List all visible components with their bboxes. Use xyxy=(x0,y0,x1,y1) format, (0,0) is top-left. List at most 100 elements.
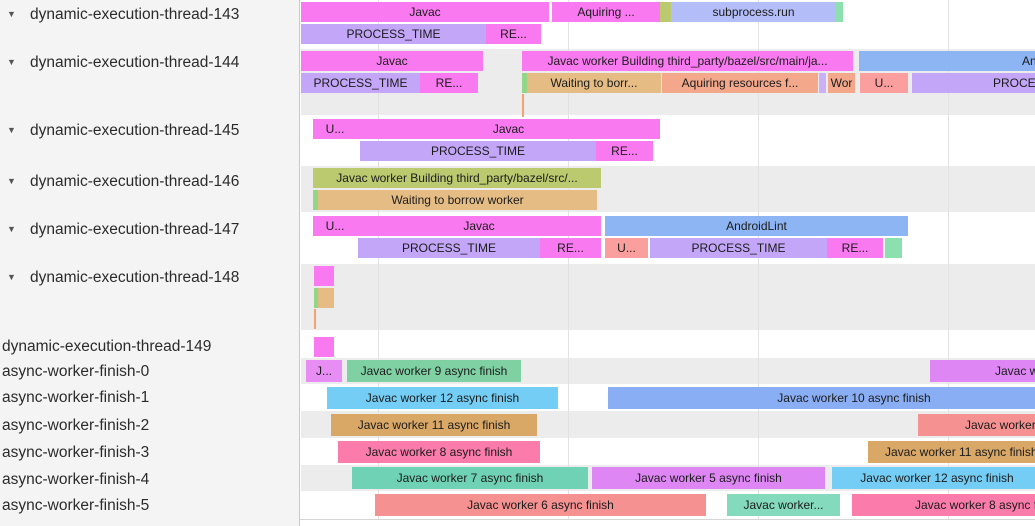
track-name-dynamic-execution-thread-145[interactable]: dynamic-execution-thread-145 xyxy=(30,122,240,139)
track-name-dynamic-execution-thread-143[interactable]: dynamic-execution-thread-143 xyxy=(30,6,240,23)
trace-slice-javac-worker-11-async-finish[interactable]: Javac worker 11 async finish xyxy=(868,441,1035,463)
trace-slice-process-time[interactable]: PROCESS_TIME xyxy=(650,238,827,258)
trace-slice[interactable] xyxy=(836,2,843,22)
trace-slice-subprocess-run[interactable]: subprocess.run xyxy=(671,2,836,22)
slice-label: Javac worker... xyxy=(995,364,1035,378)
trace-slice-javac-worker-8-async-finish[interactable]: Javac worker 8 async finish xyxy=(852,494,1035,516)
slice-label: U... xyxy=(325,219,345,233)
collapse-triangle-icon[interactable]: ▼ xyxy=(7,9,16,19)
trace-slice-javac[interactable]: Javac xyxy=(301,51,483,71)
slice-label: Javac worker 8 async finish xyxy=(915,498,1035,512)
trace-slice-javac-worker-11-async-finish[interactable]: Javac worker 11 async finish xyxy=(331,414,537,436)
trace-slice-androidlint[interactable]: AndroidLint xyxy=(605,216,908,236)
trace-slice-process-time[interactable]: PROCESS_TIME xyxy=(301,24,486,44)
slice-label: Javac worker 10 async finish xyxy=(777,391,931,405)
track-name-async-worker-finish-1[interactable]: async-worker-finish-1 xyxy=(2,389,150,406)
trace-slice[interactable] xyxy=(522,73,527,93)
trace-slice-javac-worker-12-async-finish[interactable]: Javac worker 12 async finish xyxy=(327,387,558,409)
trace-slice-j-[interactable]: J... xyxy=(306,360,342,382)
trace-slice-re-[interactable]: RE... xyxy=(420,73,478,93)
slice-label: Javac worker 11 async finish xyxy=(357,418,511,432)
slice-label: Aquiring resources f... xyxy=(681,76,799,90)
trace-slice-waiting-to-borrow-worker[interactable]: Waiting to borrow worker xyxy=(318,190,597,210)
trace-slice-javac-worker-7-async-finish[interactable]: Javac worker 7 async finish xyxy=(352,467,588,489)
instant-event-marker[interactable] xyxy=(522,94,524,117)
slice-label: subprocess.run xyxy=(712,5,795,19)
trace-slice[interactable] xyxy=(314,266,334,286)
time-gridline xyxy=(758,0,759,519)
collapse-triangle-icon[interactable]: ▼ xyxy=(7,176,16,186)
trace-slice-javac-worker-building-third-party-bazel-src-main-ja-[interactable]: Javac worker Building third_party/bazel/… xyxy=(522,51,853,71)
slice-label: Javac worker 11 async finish xyxy=(885,445,1035,459)
trace-slice[interactable] xyxy=(314,288,318,308)
track-name-async-worker-finish-4[interactable]: async-worker-finish-4 xyxy=(2,471,150,488)
trace-slice[interactable] xyxy=(885,238,902,258)
trace-slice[interactable] xyxy=(313,190,318,210)
slice-label: Javac worker 9 async finish xyxy=(360,364,508,378)
time-gridline xyxy=(378,0,379,519)
trace-slice-process-time[interactable]: PROCESS_TIME xyxy=(360,141,596,161)
trace-slice-process-time[interactable]: PROCESS_TIME xyxy=(301,73,420,93)
trace-slice-u-[interactable]: U... xyxy=(605,238,648,258)
instant-event-marker[interactable] xyxy=(314,309,316,329)
slice-label: Javac worker 12 async finish xyxy=(860,471,1014,485)
trace-slice-re-[interactable]: RE... xyxy=(486,24,541,44)
trace-slice-androidlint[interactable]: AndroidLint xyxy=(859,51,1035,71)
trace-slice-javac-worker-9-async-finish[interactable]: Javac worker 9 async finish xyxy=(347,360,521,382)
time-gridline xyxy=(948,0,949,519)
trace-slice-wor[interactable]: Wor xyxy=(828,73,855,93)
trace-slice-javac[interactable]: Javac xyxy=(301,2,549,22)
trace-slice-re-[interactable]: RE... xyxy=(827,238,883,258)
slice-label: Javac worker Building third_party/bazel/… xyxy=(547,54,828,68)
trace-slice[interactable] xyxy=(314,337,334,357)
trace-slice-javac-worker-10-async-finish[interactable]: Javac worker 10 async finish xyxy=(608,387,1035,409)
track-name-dynamic-execution-thread-148[interactable]: dynamic-execution-thread-148 xyxy=(30,269,240,286)
slice-label: RE... xyxy=(500,27,527,41)
trace-slice-u-[interactable]: U... xyxy=(313,119,357,139)
slice-label: Javac worker 8 async finish xyxy=(365,445,513,459)
track-name-dynamic-execution-thread-147[interactable]: dynamic-execution-thread-147 xyxy=(30,221,240,238)
trace-slice-re-[interactable]: RE... xyxy=(540,238,601,258)
slice-label: PROCESS_TIME xyxy=(993,76,1035,90)
track-name-async-worker-finish-0[interactable]: async-worker-finish-0 xyxy=(2,363,150,380)
trace-slice-javac[interactable]: Javac xyxy=(357,119,660,139)
track-name-async-worker-finish-5[interactable]: async-worker-finish-5 xyxy=(2,497,150,514)
trace-slice-u-[interactable]: U... xyxy=(313,216,357,236)
trace-slice-aquiring-resources-f-[interactable]: Aquiring resources f... xyxy=(662,73,818,93)
trace-slice-javac-worker-[interactable]: Javac worker... xyxy=(727,494,840,516)
trace-slice-javac-worker-5-async-finish[interactable]: Javac worker 5 async finish xyxy=(592,467,825,489)
slice-label: Waiting to borr... xyxy=(550,76,638,90)
collapse-triangle-icon[interactable]: ▼ xyxy=(7,125,16,135)
trace-slice[interactable] xyxy=(819,73,826,93)
trace-slice-javac-worker-[interactable]: Javac worker... xyxy=(930,360,1035,382)
trace-slice-re-[interactable]: RE... xyxy=(596,141,653,161)
trace-slice[interactable] xyxy=(318,288,334,308)
slice-label: PROCESS_TIME xyxy=(430,144,526,158)
slice-label: Waiting to borrow worker xyxy=(391,193,524,207)
trace-slice-u-[interactable]: U... xyxy=(860,73,908,93)
trace-slice-process-time[interactable]: PROCESS_TIME xyxy=(912,73,1035,93)
trace-slice-javac-worker-building-third-party-bazel-src-[interactable]: Javac worker Building third_party/bazel/… xyxy=(313,168,601,188)
slice-label: Javac worker Building third_party/bazel/… xyxy=(336,171,578,185)
trace-slice-javac-worker-6-async-finish[interactable]: Javac worker 6 async finish xyxy=(375,494,706,516)
track-name-dynamic-execution-thread-149[interactable]: dynamic-execution-thread-149 xyxy=(2,338,212,355)
trace-slice-javac-worker-[interactable]: Javac worker... xyxy=(918,414,1035,436)
collapse-triangle-icon[interactable]: ▼ xyxy=(7,57,16,67)
trace-slice-javac-worker-12-async-finish[interactable]: Javac worker 12 async finish xyxy=(832,467,1035,489)
trace-slice-process-time[interactable]: PROCESS_TIME xyxy=(358,238,540,258)
track-name-dynamic-execution-thread-146[interactable]: dynamic-execution-thread-146 xyxy=(30,173,240,190)
trace-slice-javac-worker-8-async-finish[interactable]: Javac worker 8 async finish xyxy=(338,441,540,463)
slice-label: PROCESS_TIME xyxy=(691,241,786,255)
track-name-dynamic-execution-thread-144[interactable]: dynamic-execution-thread-144 xyxy=(30,54,240,71)
track-name-async-worker-finish-2[interactable]: async-worker-finish-2 xyxy=(2,417,150,434)
slice-label: AndroidLint xyxy=(726,219,787,233)
trace-slice[interactable] xyxy=(660,2,671,22)
trace-slice-aquiring-[interactable]: Aquiring ... xyxy=(552,2,660,22)
track-name-async-worker-finish-3[interactable]: async-worker-finish-3 xyxy=(2,444,150,461)
trace-slice-waiting-to-borr-[interactable]: Waiting to borr... xyxy=(527,73,661,93)
collapse-triangle-icon[interactable]: ▼ xyxy=(7,224,16,234)
collapse-triangle-icon[interactable]: ▼ xyxy=(7,272,16,282)
slice-label: U... xyxy=(617,241,636,255)
trace-slice-javac[interactable]: Javac xyxy=(357,216,601,236)
